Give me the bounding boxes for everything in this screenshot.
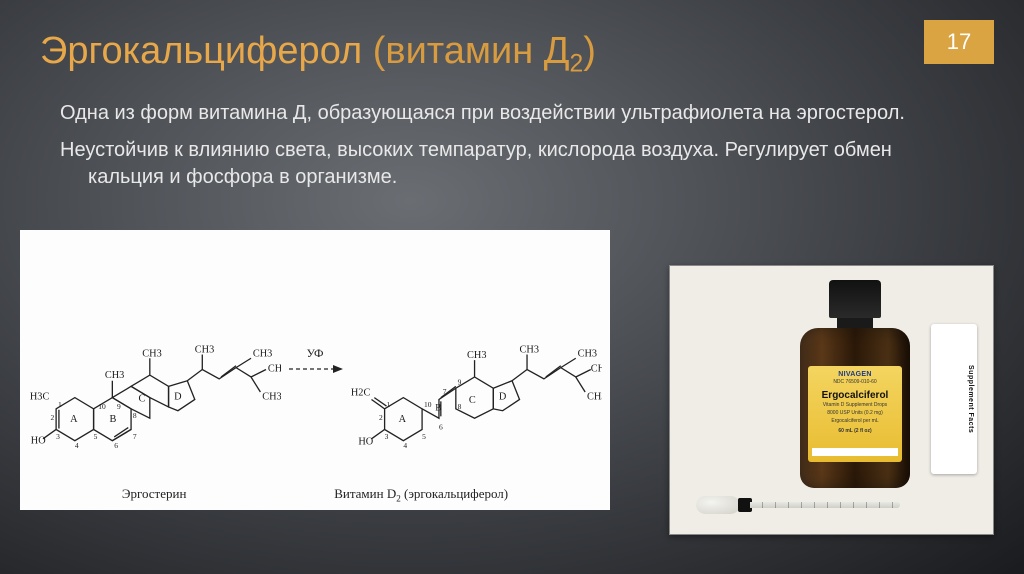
body-text: Одна из форм витамина Д, образующаяся пр… <box>60 100 920 201</box>
svg-text:D: D <box>174 392 182 403</box>
svg-text:10: 10 <box>98 402 106 411</box>
svg-text:7: 7 <box>133 432 137 441</box>
svg-text:CH3: CH3 <box>142 349 161 360</box>
svg-text:HO: HO <box>358 437 373 448</box>
label-line-2: 8000 USP Units (0.2 mg) <box>812 411 898 417</box>
svg-text:5: 5 <box>94 432 98 441</box>
bottle-cap <box>829 280 881 318</box>
svg-text:C: C <box>469 395 476 406</box>
svg-text:1: 1 <box>58 400 62 409</box>
svg-text:D: D <box>499 392 507 403</box>
title-paren: (витамин Д2) <box>362 30 596 72</box>
label-ndc: NDC 76509-010-60 <box>812 380 898 386</box>
svg-text:CH3: CH3 <box>520 345 539 356</box>
svg-text:10: 10 <box>424 400 432 409</box>
svg-text:4: 4 <box>75 441 79 450</box>
caption-left: Эргостерин <box>122 486 187 504</box>
dropper <box>696 492 896 518</box>
paragraph-2: Неустойчив к влиянию света, высоких темп… <box>60 137 920 191</box>
svg-text:H2C: H2C <box>351 388 371 399</box>
svg-text:CH3: CH3 <box>105 370 124 381</box>
svg-text:CH3: CH3 <box>467 350 486 361</box>
svg-text:6: 6 <box>439 423 443 432</box>
svg-text:2: 2 <box>50 413 54 422</box>
medicine-bottle: NIVAGEN NDC 76509-010-60 Ergocalciferol … <box>800 280 910 488</box>
svg-text:CH3: CH3 <box>591 364 602 375</box>
svg-text:9: 9 <box>458 378 462 387</box>
svg-text:CH3: CH3 <box>253 349 272 360</box>
svg-text:CH3: CH3 <box>268 364 281 375</box>
svg-text:3: 3 <box>56 432 60 441</box>
svg-text:7: 7 <box>443 387 447 396</box>
svg-text:4: 4 <box>403 441 407 450</box>
product-photo: Supplement Facts NIVAGEN NDC 76509-010-6… <box>669 265 994 535</box>
paragraph-1: Одна из форм витамина Д, образующаяся пр… <box>60 100 920 127</box>
chemical-reaction-figure: HO A B C D CH3 CH3 CH3 CH3 CH3 CH3 H3C 1… <box>20 230 610 510</box>
bottle-label: NIVAGEN NDC 76509-010-60 Ergocalciferol … <box>808 366 902 462</box>
svg-text:A: A <box>70 414 78 425</box>
molecule-ergosterin: HO A B C D CH3 CH3 CH3 CH3 CH3 CH3 H3C 1… <box>28 262 281 462</box>
molecule-ergocalciferol: HO H2C A B C D CH3 CH3 CH3 CH3 CH3 1 2 3… <box>349 262 602 462</box>
svg-text:9: 9 <box>117 402 121 411</box>
svg-text:1: 1 <box>386 400 390 409</box>
dropper-bulb <box>696 496 740 514</box>
label-brand: NIVAGEN <box>812 371 898 379</box>
svg-text:3: 3 <box>385 432 389 441</box>
svg-text:CH3: CH3 <box>262 392 281 403</box>
uv-arrow: УФ <box>285 346 345 379</box>
supplement-facts-panel: Supplement Facts <box>931 324 977 474</box>
slide-title: Эргокальциферол (витамин Д2) <box>40 30 596 79</box>
svg-text:2: 2 <box>379 413 383 422</box>
arrow-label: УФ <box>285 346 345 361</box>
svg-text:B: B <box>435 404 441 414</box>
svg-text:A: A <box>399 414 407 425</box>
caption-right: Витамин D2 (эргокальциферол) <box>334 486 508 504</box>
svg-text:5: 5 <box>422 432 426 441</box>
svg-text:C: C <box>139 394 146 405</box>
page-number-badge: 17 <box>924 20 994 64</box>
label-product-name: Ergocalciferol <box>812 390 898 402</box>
title-main: Эргокальциферол <box>40 30 362 72</box>
svg-text:6: 6 <box>114 441 118 450</box>
label-size: 60 mL (2 fl oz) <box>812 429 898 435</box>
svg-text:CH3: CH3 <box>578 349 597 360</box>
label-line-1: Vitamin D Supplement Drops <box>812 403 898 409</box>
dropper-tube <box>750 502 900 508</box>
svg-text:8: 8 <box>133 411 137 420</box>
label-line-3: Ergocalciferol per mL <box>812 419 898 425</box>
svg-text:CH3: CH3 <box>195 345 214 356</box>
svg-text:8: 8 <box>458 402 462 411</box>
svg-text:H3C: H3C <box>30 392 50 403</box>
reaction-captions: Эргостерин Витамин D2 (эргокальциферол) <box>28 484 602 504</box>
svg-text:HO: HO <box>31 436 46 447</box>
svg-text:B: B <box>110 414 117 425</box>
svg-text:CH3: CH3 <box>587 392 602 403</box>
